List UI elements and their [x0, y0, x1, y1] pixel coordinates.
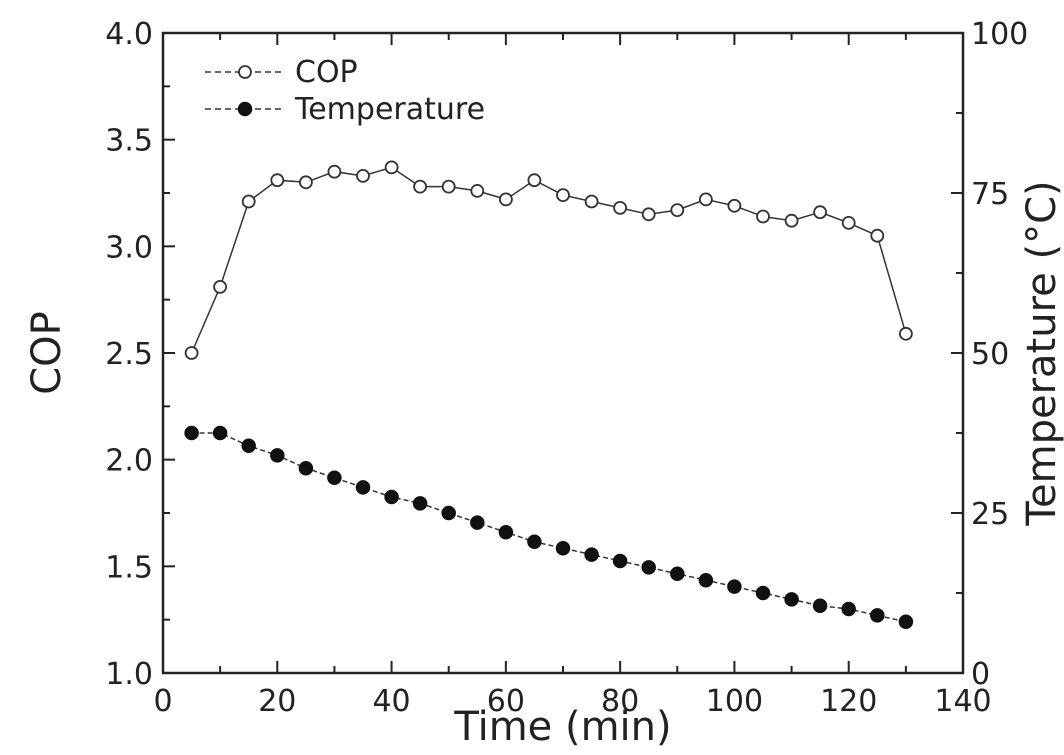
series-layer [184, 160, 914, 630]
ticks [162, 32, 964, 674]
data-point-cop [699, 192, 713, 207]
y-tick-label: 1.5 [105, 550, 153, 585]
data-point-temperature [812, 598, 828, 614]
data-point-temperature [212, 425, 228, 441]
data-point-temperature [727, 579, 742, 594]
data-point-temperature [412, 496, 428, 511]
x-tick-label: 20 [258, 684, 296, 719]
data-point-cop [441, 179, 456, 194]
y-axis-title: COP [24, 311, 70, 395]
data-point-temperature [870, 608, 885, 623]
y2-tick-label: 50 [971, 337, 1009, 372]
data-point-temperature [184, 425, 199, 441]
data-point-cop [784, 213, 799, 228]
x-tick-label: 60 [487, 684, 525, 719]
data-point-temperature [841, 601, 856, 617]
data-point-cop [184, 346, 199, 360]
data-point-cop [384, 160, 399, 175]
data-point-cop [270, 173, 285, 188]
x-tick-label: 140 [934, 684, 991, 719]
data-point-cop [841, 215, 856, 230]
y-tick-label: 1.0 [105, 657, 153, 692]
data-point-cop [899, 326, 913, 341]
data-point-temperature [584, 547, 599, 562]
data-point-temperature [612, 553, 628, 569]
data-point-cop [641, 207, 656, 222]
data-point-cop [613, 200, 627, 215]
series-line-cop [190, 166, 907, 354]
x-tick-label: 80 [601, 684, 639, 719]
data-point-cop [356, 168, 370, 183]
data-point-cop [813, 205, 827, 220]
data-point-temperature [327, 470, 342, 486]
data-point-temperature [898, 614, 914, 630]
legend-label-cop: COP [295, 55, 358, 90]
data-point-cop [241, 194, 256, 209]
y-tick-label: 2.0 [105, 444, 153, 479]
data-point-temperature [527, 534, 542, 550]
data-point-cop [756, 209, 770, 224]
data-point-temperature [441, 505, 456, 521]
y-tick-label: 3.0 [105, 230, 153, 265]
data-point-cop [413, 179, 428, 194]
data-point-temperature [470, 515, 485, 530]
y2-tick-label: 0 [971, 657, 990, 692]
legend-marker-temperature [237, 101, 253, 117]
data-point-cop [327, 164, 342, 179]
data-point-temperature [384, 489, 399, 505]
y-tick-label: 2.5 [105, 337, 153, 372]
data-point-temperature [498, 524, 514, 540]
y-tick-label: 4.0 [105, 17, 153, 52]
data-point-temperature [298, 460, 314, 476]
x-axis-title: Time (min) [453, 704, 671, 750]
data-point-cop [298, 175, 313, 190]
data-point-cop [498, 192, 513, 207]
data-point-cop [727, 198, 742, 213]
series-line-temperature [191, 432, 907, 623]
data-point-cop [213, 279, 228, 294]
y2-tick-label: 25 [971, 497, 1009, 532]
data-point-cop [584, 194, 599, 209]
data-point-temperature [670, 566, 685, 582]
x-tick-label: 120 [820, 684, 877, 719]
data-point-cop [556, 188, 570, 203]
data-point-temperature [698, 572, 714, 588]
data-point-temperature [270, 448, 285, 463]
data-point-cop [470, 183, 485, 198]
data-point-temperature [355, 480, 371, 495]
legend-label-temperature: Temperature [294, 92, 485, 127]
data-point-cop [870, 228, 885, 243]
x-tick-label: 40 [372, 684, 410, 719]
y2-tick-label: 75 [971, 177, 1009, 212]
data-point-temperature [555, 540, 571, 556]
data-point-temperature [755, 585, 771, 601]
y2-axis-title: Temperature (°C) [1019, 180, 1064, 526]
data-point-temperature [641, 560, 656, 575]
data-point-temperature [241, 438, 256, 454]
legend-marker-cop [238, 65, 252, 79]
y2-tick-label: 100 [971, 17, 1028, 52]
legend: COP Temperature [205, 55, 485, 127]
x-tick-label: 100 [706, 684, 763, 719]
data-point-cop [527, 173, 542, 188]
data-point-temperature [784, 592, 799, 607]
plot-frame [161, 31, 965, 675]
x-tick-label: 0 [153, 684, 172, 719]
y-tick-label: 3.5 [105, 124, 153, 159]
data-point-cop [670, 203, 685, 218]
tick-labels: 0 20 40 60 80 100 120 140 1.0 1.5 2.0 2.5 3.0 3.5 4.0 0… [105, 17, 1028, 719]
